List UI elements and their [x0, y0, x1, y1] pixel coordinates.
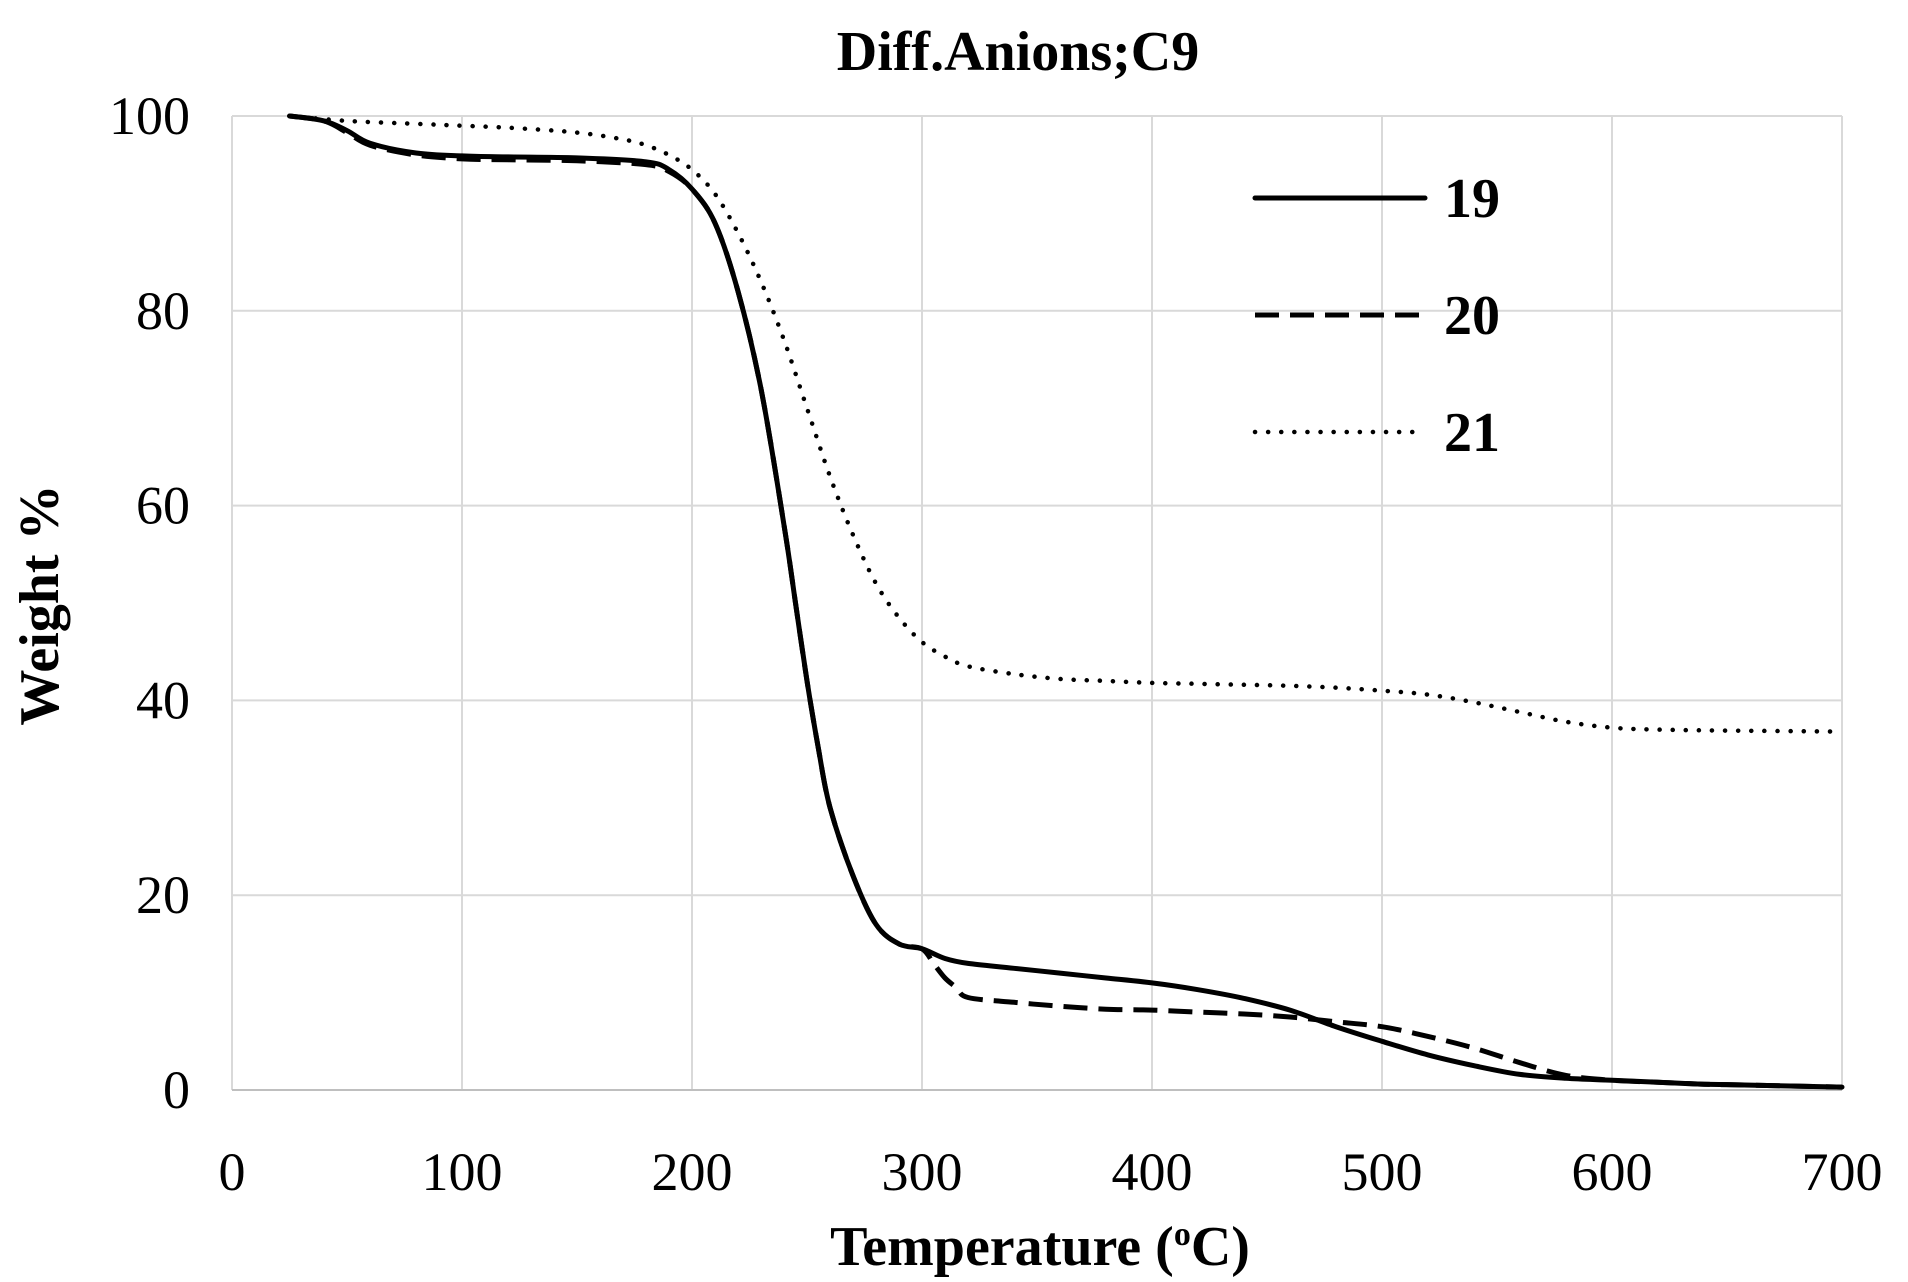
chart-title: Diff.Anions;C9 — [837, 21, 1199, 83]
x-axis-title-superscript: o — [1174, 1216, 1191, 1253]
legend: 19 20 21 — [1252, 168, 1500, 464]
x-tick-label: 300 — [882, 1142, 963, 1202]
x-tick-label: 700 — [1802, 1142, 1883, 1202]
x-tick-label: 100 — [422, 1142, 503, 1202]
x-axis-title: Temperature (oC) — [830, 1216, 1250, 1278]
x-tick-label: 600 — [1572, 1142, 1653, 1202]
y-axis-title: Weight % — [9, 484, 71, 725]
y-tick-label: 60 — [136, 476, 190, 536]
y-tick-label: 20 — [136, 865, 190, 925]
gridlines — [231, 115, 1843, 1091]
legend-label-19: 19 — [1444, 168, 1500, 230]
axes: 0 20 40 60 80 100 0 100 200 300 400 500 600 700 — [109, 86, 1883, 1202]
x-axis-title-main: Temperature ( — [830, 1216, 1174, 1278]
x-tick-label: 200 — [652, 1142, 733, 1202]
legend-label-20: 20 — [1444, 285, 1500, 347]
legend-label-21: 21 — [1444, 402, 1500, 464]
x-tick-label: 400 — [1112, 1142, 1193, 1202]
series-line-21 — [287, 113, 1845, 734]
x-tick-label: 0 — [219, 1142, 246, 1202]
x-tick-label: 500 — [1342, 1142, 1423, 1202]
x-axis-title-end: C) — [1191, 1216, 1250, 1278]
y-tick-label: 100 — [109, 86, 190, 146]
y-tick-label: 0 — [163, 1060, 190, 1120]
y-tick-label: 80 — [136, 281, 190, 341]
y-tick-label: 40 — [136, 670, 190, 730]
series-line-20 — [289, 113, 1843, 1090]
series-line-19 — [287, 113, 1845, 1090]
series-lines — [287, 113, 1845, 1090]
